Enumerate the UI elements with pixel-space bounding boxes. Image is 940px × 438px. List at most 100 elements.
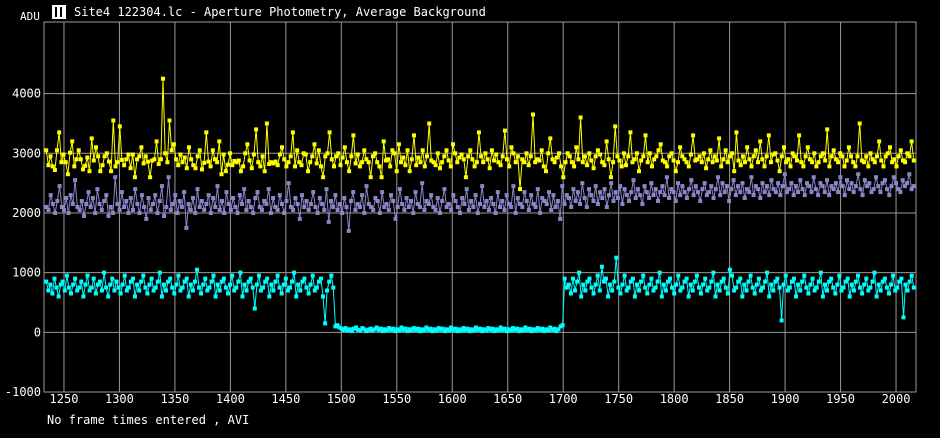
data-point bbox=[490, 326, 495, 331]
data-point bbox=[168, 276, 173, 281]
data-point bbox=[546, 328, 551, 333]
data-point bbox=[355, 202, 360, 206]
data-point bbox=[525, 327, 530, 332]
data-point bbox=[440, 326, 445, 331]
data-point bbox=[639, 279, 644, 284]
data-point bbox=[734, 130, 739, 135]
data-point bbox=[611, 160, 616, 165]
data-point bbox=[593, 282, 598, 287]
data-point bbox=[149, 276, 154, 281]
data-point bbox=[537, 158, 542, 163]
data-point bbox=[251, 152, 256, 157]
data-point bbox=[600, 196, 605, 200]
data-point bbox=[347, 169, 352, 174]
data-point bbox=[73, 178, 78, 183]
data-point bbox=[866, 164, 871, 169]
data-point bbox=[442, 154, 447, 159]
data-point bbox=[535, 187, 540, 192]
data-point bbox=[422, 208, 427, 212]
data-point bbox=[725, 160, 730, 165]
data-point bbox=[396, 142, 401, 147]
data-point bbox=[566, 282, 571, 287]
data-point bbox=[184, 276, 189, 281]
data-point bbox=[699, 291, 703, 296]
data-point bbox=[840, 154, 845, 159]
data-point bbox=[907, 154, 912, 159]
data-point bbox=[693, 184, 698, 189]
data-point bbox=[638, 193, 643, 198]
data-point bbox=[288, 205, 293, 209]
data-point bbox=[113, 164, 118, 169]
data-point bbox=[306, 169, 310, 174]
data-point bbox=[314, 161, 319, 166]
data-point bbox=[403, 326, 408, 331]
data-point bbox=[344, 160, 349, 165]
data-point bbox=[589, 285, 594, 290]
data-point bbox=[215, 282, 220, 287]
data-point bbox=[610, 288, 615, 293]
data-point bbox=[641, 273, 646, 278]
data-point bbox=[587, 187, 591, 192]
data-point bbox=[632, 157, 637, 162]
data-point bbox=[68, 193, 73, 198]
data-point bbox=[798, 288, 803, 293]
data-point bbox=[786, 157, 791, 162]
data-point bbox=[878, 288, 883, 293]
data-point bbox=[100, 288, 104, 293]
data-point bbox=[580, 181, 585, 186]
data-point bbox=[266, 187, 271, 192]
data-point bbox=[812, 151, 817, 156]
data-point bbox=[152, 157, 157, 162]
data-point bbox=[453, 199, 458, 203]
data-point bbox=[373, 196, 378, 200]
data-point bbox=[158, 157, 163, 162]
data-point bbox=[453, 326, 458, 331]
data-point bbox=[672, 291, 677, 296]
data-point bbox=[154, 139, 159, 144]
data-point bbox=[159, 294, 164, 299]
data-point bbox=[397, 187, 402, 192]
data-point bbox=[329, 199, 333, 203]
data-point bbox=[383, 158, 388, 163]
data-point bbox=[615, 196, 620, 200]
data-point bbox=[500, 154, 505, 159]
data-point bbox=[691, 133, 696, 138]
data-point bbox=[591, 199, 596, 203]
data-point bbox=[846, 145, 851, 150]
data-point bbox=[337, 325, 342, 330]
data-point bbox=[887, 193, 892, 198]
app-logo-icon bbox=[52, 5, 66, 19]
data-point bbox=[238, 169, 243, 174]
data-point bbox=[800, 279, 805, 284]
data-point bbox=[85, 273, 90, 278]
data-point bbox=[787, 187, 792, 192]
data-point bbox=[812, 288, 817, 293]
data-point bbox=[606, 294, 611, 299]
data-point bbox=[704, 166, 709, 171]
data-point bbox=[805, 145, 810, 150]
data-point bbox=[404, 196, 409, 200]
data-point bbox=[178, 288, 183, 293]
data-point bbox=[666, 279, 670, 284]
data-point bbox=[68, 150, 72, 155]
data-point bbox=[306, 291, 311, 296]
data-point bbox=[894, 181, 898, 186]
data-point bbox=[749, 175, 754, 180]
data-point bbox=[856, 172, 861, 177]
data-point bbox=[122, 163, 127, 168]
data-point bbox=[137, 211, 142, 215]
data-point bbox=[75, 288, 80, 293]
data-point bbox=[686, 164, 691, 169]
data-point bbox=[655, 279, 660, 284]
data-point bbox=[673, 169, 678, 174]
data-point bbox=[561, 175, 566, 180]
data-point bbox=[808, 282, 813, 287]
data-point bbox=[102, 270, 107, 275]
data-point bbox=[721, 276, 726, 281]
data-point bbox=[515, 196, 520, 200]
data-point bbox=[189, 157, 194, 162]
data-point bbox=[513, 327, 518, 332]
data-point bbox=[538, 211, 543, 215]
data-point bbox=[587, 151, 592, 156]
y-tick-label: 0 bbox=[34, 325, 41, 339]
